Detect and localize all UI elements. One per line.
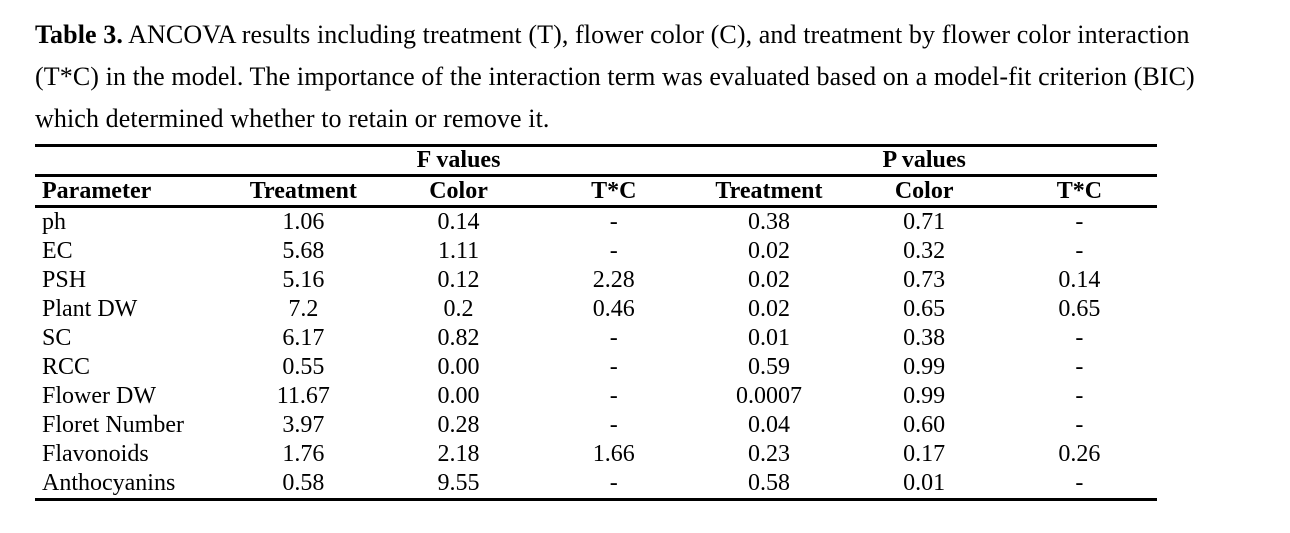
value-cell: 0.38	[903, 325, 946, 351]
value-cell: 7.2	[288, 296, 319, 322]
value-cell: 0.82	[437, 325, 480, 351]
value-cell: 0.14	[437, 209, 480, 235]
value-cell: -	[1075, 412, 1084, 438]
value-cell: 0.73	[903, 267, 946, 293]
value-cell: 0.14	[1058, 267, 1101, 293]
value-cell: -	[1075, 238, 1084, 264]
parameter-cell: EC	[42, 238, 73, 264]
value-cell: 0.28	[437, 412, 480, 438]
group-header-spacer	[35, 145, 226, 177]
value-cell: 0.60	[903, 412, 946, 438]
value-cell: 0.17	[903, 441, 946, 467]
value-cell: 0.02	[747, 238, 790, 264]
column-header-p-treatment: Treatment	[691, 175, 847, 208]
parameter-cell: PSH	[42, 267, 87, 293]
value-cell: 0.55	[282, 354, 325, 380]
value-cell: 0.32	[903, 238, 946, 264]
column-header-p-color: Color	[846, 175, 1002, 208]
group-header-f-values: F values	[225, 145, 692, 177]
value-cell: 0.02	[747, 296, 790, 322]
table-row: EC 5.68 1.11 - 0.02 0.32 -	[35, 237, 1157, 266]
value-cell: -	[1075, 325, 1084, 351]
parameter-cell: Flavonoids	[42, 441, 149, 467]
value-cell: -	[1075, 383, 1084, 409]
value-cell: 0.99	[903, 383, 946, 409]
value-cell: 0.00	[437, 383, 480, 409]
table-caption-text: ANCOVA results including treatment (T), …	[35, 20, 1195, 133]
value-cell: 11.67	[276, 383, 330, 409]
value-cell: 0.46	[592, 296, 635, 322]
value-cell: 0.0007	[735, 383, 802, 409]
column-header-row: Parameter Treatment Color T*C Treatment …	[35, 175, 1157, 208]
value-cell: -	[1001, 469, 1157, 501]
table-row: Floret Number 3.97 0.28 - 0.04 0.60 -	[35, 411, 1157, 440]
value-cell: 0.02	[747, 267, 790, 293]
value-cell: 0.23	[747, 441, 790, 467]
parameter-cell: RCC	[42, 354, 91, 380]
column-header-f-interaction: T*C	[536, 175, 692, 208]
value-cell: -	[1075, 209, 1084, 235]
value-cell: 2.28	[592, 267, 635, 293]
value-cell: 5.68	[282, 238, 325, 264]
value-cell: -	[609, 412, 618, 438]
value-cell: 6.17	[282, 325, 325, 351]
table-row: Flower DW 11.67 0.00 - 0.0007 0.99 -	[35, 382, 1157, 411]
value-cell: 0.58	[691, 469, 847, 501]
value-cell: 0.99	[903, 354, 946, 380]
value-cell: 5.16	[282, 267, 325, 293]
value-cell: 0.00	[437, 354, 480, 380]
value-cell: 1.06	[282, 209, 325, 235]
value-cell: -	[609, 325, 618, 351]
column-header-f-treatment: Treatment	[225, 175, 381, 208]
value-cell: 2.18	[437, 441, 480, 467]
value-cell: 1.66	[592, 441, 635, 467]
value-cell: 0.26	[1058, 441, 1101, 467]
value-cell: -	[609, 209, 618, 235]
value-cell: 0.65	[903, 296, 946, 322]
table-caption-label: Table 3.	[35, 20, 123, 49]
value-cell: -	[609, 238, 618, 264]
value-cell: 0.12	[437, 267, 480, 293]
value-cell: 9.55	[380, 469, 537, 501]
value-cell: 0.01	[747, 325, 790, 351]
parameter-cell: SC	[42, 325, 72, 351]
column-header-p-interaction: T*C	[1001, 175, 1157, 208]
table-row: Anthocyanins 0.58 9.55-0.58 0.01-	[35, 469, 1157, 501]
table-row: RCC 0.55 0.00 - 0.59 0.99 -	[35, 353, 1157, 382]
parameter-cell: Anthocyanins	[35, 469, 226, 501]
value-cell: 0.65	[1058, 296, 1101, 322]
value-cell: 3.97	[282, 412, 325, 438]
parameter-cell: Flower DW	[42, 383, 156, 409]
value-cell: -	[609, 354, 618, 380]
table-row: PSH 5.16 0.12 2.28 0.02 0.73 0.14	[35, 266, 1157, 295]
table-body: ph 1.06 0.14 - 0.38 0.71 - EC 5.68 1.11 - 0.02 0.32 -…	[35, 207, 1157, 501]
value-cell: 0.58	[225, 469, 381, 501]
table-row: SC 6.17 0.82 - 0.01 0.38 -	[35, 324, 1157, 353]
value-cell: 0.2	[443, 296, 474, 322]
value-cell: 0.38	[747, 209, 790, 235]
table-row: ph 1.06 0.14 - 0.38 0.71 -	[35, 207, 1157, 238]
parameter-cell: Floret Number	[42, 412, 184, 438]
value-cell: 0.71	[903, 209, 946, 235]
table-row: Plant DW 7.2 0.2 0.46 0.02 0.65 0.65	[35, 295, 1157, 324]
value-cell: 0.01	[846, 469, 1002, 501]
ancova-results-table: F values P values Parameter Treatment Co…	[35, 144, 1157, 501]
value-cell: 1.76	[282, 441, 325, 467]
table-row: Flavonoids 1.76 2.18 1.66 0.23 0.17 0.26	[35, 440, 1157, 469]
value-cell: -	[536, 469, 692, 501]
group-header-row: F values P values	[35, 145, 1157, 177]
table-caption: Table 3. ANCOVA results including treatm…	[35, 14, 1259, 140]
value-cell: 1.11	[437, 238, 480, 264]
column-header-f-color: Color	[380, 175, 537, 208]
value-cell: 0.59	[747, 354, 790, 380]
value-cell: -	[609, 383, 618, 409]
parameter-cell: ph	[42, 209, 66, 235]
parameter-cell: Plant DW	[42, 296, 138, 322]
group-header-p-values: P values	[691, 145, 1157, 177]
column-header-parameter: Parameter	[35, 175, 226, 208]
value-cell: 0.04	[747, 412, 790, 438]
value-cell: -	[1075, 354, 1084, 380]
